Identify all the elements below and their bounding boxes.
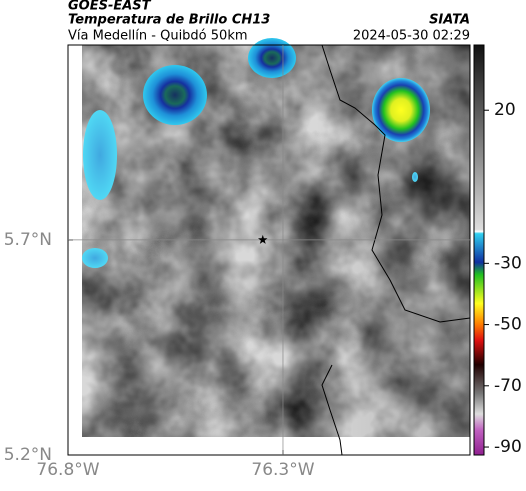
org: SIATA [429, 13, 470, 28]
timestamp: 2024-05-30 02:29 [353, 29, 470, 44]
colorbar-tick-label: 20 [494, 100, 516, 120]
colorbar-tick-label: -50 [494, 315, 522, 335]
colorbar-tick-label: -70 [494, 376, 522, 396]
satellite-image [68, 38, 471, 456]
x-tick-label: 76.8°W [36, 460, 99, 480]
title: Temperatura de Brillo CH13 [68, 13, 270, 28]
subtitle: Vía Medellín - Quibdó 50km [68, 29, 248, 44]
colorbar-tick-label: -90 [494, 437, 522, 457]
source: GOES-EAST [68, 0, 152, 14]
map-frame [67, 44, 471, 456]
colorbar [473, 44, 485, 456]
y-tick-label: 5.7°N [4, 230, 52, 250]
location-marker [258, 234, 268, 244]
colorbar-tick-label: -30 [494, 253, 522, 273]
x-tick-label: 76.3°W [251, 460, 314, 480]
y-tick-label: 5.2°N [4, 445, 52, 465]
